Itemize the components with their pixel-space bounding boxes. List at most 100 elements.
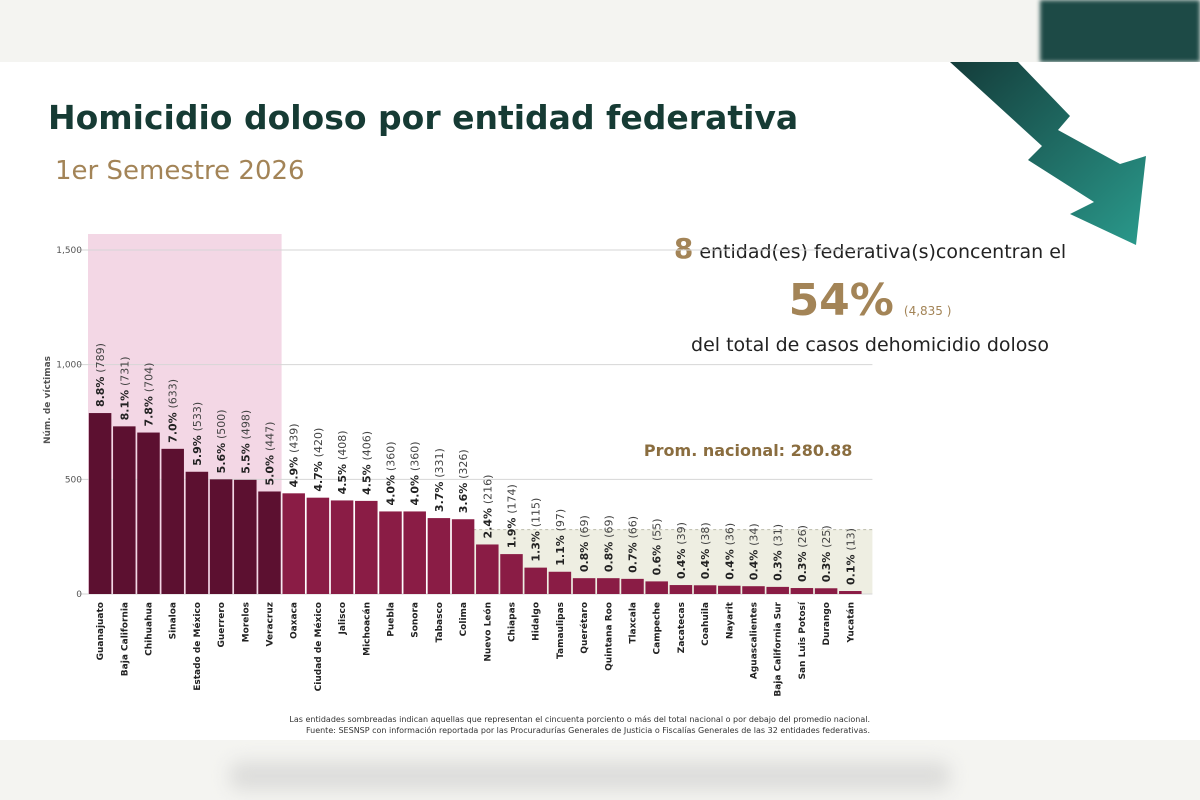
bar [234, 479, 257, 594]
x-tick-label: Chihuahua [145, 602, 155, 656]
value-label: 5.6% (500) [215, 409, 228, 473]
value-label: 0.6% (55) [651, 518, 664, 575]
bar [403, 511, 426, 594]
x-tick-label: Colima [459, 602, 469, 636]
value-label: 4.5% (406) [360, 431, 373, 495]
value-label: 7.8% (704) [143, 363, 156, 427]
x-tick-label: Michoacán [362, 602, 372, 656]
value-label: 0.4% (34) [748, 523, 761, 580]
x-tick-label: Hidalgo [532, 602, 542, 641]
value-label: 7.0% (633) [167, 379, 180, 443]
bottom-banner [0, 740, 1200, 800]
x-tick-label: Nuevo León [482, 602, 493, 662]
average-label: Prom. nacional: 280.88 [644, 441, 852, 460]
bar [572, 578, 596, 594]
page-title: Homicidio doloso por entidad federativa [48, 98, 799, 137]
y-tick-label: 500 [65, 475, 82, 485]
x-tick-label: Aguascalientes [750, 602, 760, 679]
page-subtitle: 1er Semestre 2026 [55, 156, 305, 186]
bar [669, 585, 693, 594]
x-tick-label: Jalisco [338, 602, 348, 635]
value-label: 0.4% (36) [723, 523, 736, 580]
value-label: 4.5% (408) [336, 430, 349, 494]
x-tick-label: Nayarit [725, 601, 735, 639]
x-tick-label: Tamaulipas [556, 602, 566, 659]
bar [137, 432, 160, 594]
bar [500, 554, 523, 594]
value-label: 4.0% (360) [385, 442, 398, 506]
bar [839, 591, 862, 594]
bar [718, 585, 741, 594]
bar [524, 567, 547, 594]
bar [113, 426, 136, 594]
value-label: 8.8% (789) [94, 343, 107, 407]
value-label: 1.3% (115) [530, 498, 543, 562]
x-tick-label: Querétaro [579, 602, 590, 654]
x-tick-label: Tabasco [435, 602, 445, 642]
bar [185, 471, 209, 594]
bar [258, 491, 281, 594]
concentration-callout: 8 entidad(es) federativa(s)concentran el … [600, 232, 1140, 356]
value-label: 0.3% (31) [772, 524, 785, 581]
bar [814, 588, 838, 594]
bar [645, 581, 668, 594]
value-label: 1.9% (174) [506, 484, 519, 548]
callout-absolute: (4,835 ) [903, 304, 952, 318]
bar-chart: 8.8% (789) 8.1% (731) 7.8% (704) 7.0% (633)… [43, 234, 873, 697]
value-label: 4.0% (360) [409, 442, 422, 506]
bar [548, 571, 572, 594]
value-label: 5.9% (533) [191, 402, 204, 466]
bar [427, 518, 451, 594]
bar [330, 500, 354, 594]
y-tick-label: 1,000 [56, 361, 82, 371]
x-tick-label: Yucatán [846, 602, 856, 643]
bar [282, 493, 305, 594]
top-banner [0, 0, 1200, 62]
value-label: 0.8% (69) [578, 515, 591, 572]
bar [790, 588, 814, 594]
value-label: 0.4% (39) [675, 522, 688, 579]
bar [693, 585, 717, 594]
bar [306, 497, 330, 594]
value-label: 2.4% (216) [481, 475, 494, 539]
bar [621, 578, 644, 594]
downtrend-arrow-icon [950, 62, 1146, 245]
x-tick-label: Campeche [653, 602, 663, 654]
value-label: 4.9% (439) [288, 423, 301, 487]
y-tick-labels: 0 500 1,000 1,500 [56, 246, 82, 600]
footnote-line1: Las entidades sombreadas indican aquella… [289, 715, 870, 724]
callout-text-line1: entidad(es) federativa(s)concentran el [699, 241, 1067, 263]
footnote: Las entidades sombreadas indican aquella… [250, 714, 870, 736]
y-tick-label: 1,500 [56, 246, 82, 256]
bottom-banner-blurred-text [230, 762, 950, 790]
value-label: 3.7% (331) [433, 448, 446, 512]
value-label: 8.1% (731) [118, 356, 131, 420]
bar [742, 586, 765, 594]
x-tick-label: Baja California [120, 602, 130, 676]
x-tick-labels: Guanajuato Baja California Chihuahua Sinalo… [96, 601, 856, 697]
x-tick-label: Durango [822, 602, 832, 645]
footnote-line2: Fuente: SESNSP con información reportada… [305, 726, 870, 735]
y-tick-label: 0 [76, 590, 82, 600]
bar [379, 511, 402, 594]
x-tick-label: Sinaloa [169, 602, 179, 639]
y-axis-label: Núm. de víctimas [43, 356, 53, 444]
x-tick-label: Puebla [387, 602, 397, 637]
value-labels: 8.8% (789) 8.1% (731) 7.8% (704) 7.0% (633)… [94, 343, 857, 585]
callout-percent: 54% [788, 275, 894, 326]
value-label: 0.3% (25) [820, 525, 833, 582]
x-tick-label: Chiapas [508, 602, 518, 642]
x-tick-label: Morelos [241, 602, 251, 642]
bar [766, 586, 789, 594]
top-logo-blurred [1040, 0, 1200, 62]
bar [476, 544, 499, 594]
value-label: 5.5% (498) [239, 410, 252, 474]
x-tick-label: Ciudad de México [313, 602, 324, 691]
value-label: 0.3% (26) [796, 525, 809, 582]
top-banner-blurred-text [20, 8, 840, 48]
bar [161, 448, 184, 594]
value-label: 4.7% (420) [312, 428, 325, 492]
bars [88, 413, 862, 594]
value-label: 0.7% (66) [627, 516, 640, 573]
callout-text-line3: del total de casos dehomicidio doloso [691, 334, 1049, 356]
